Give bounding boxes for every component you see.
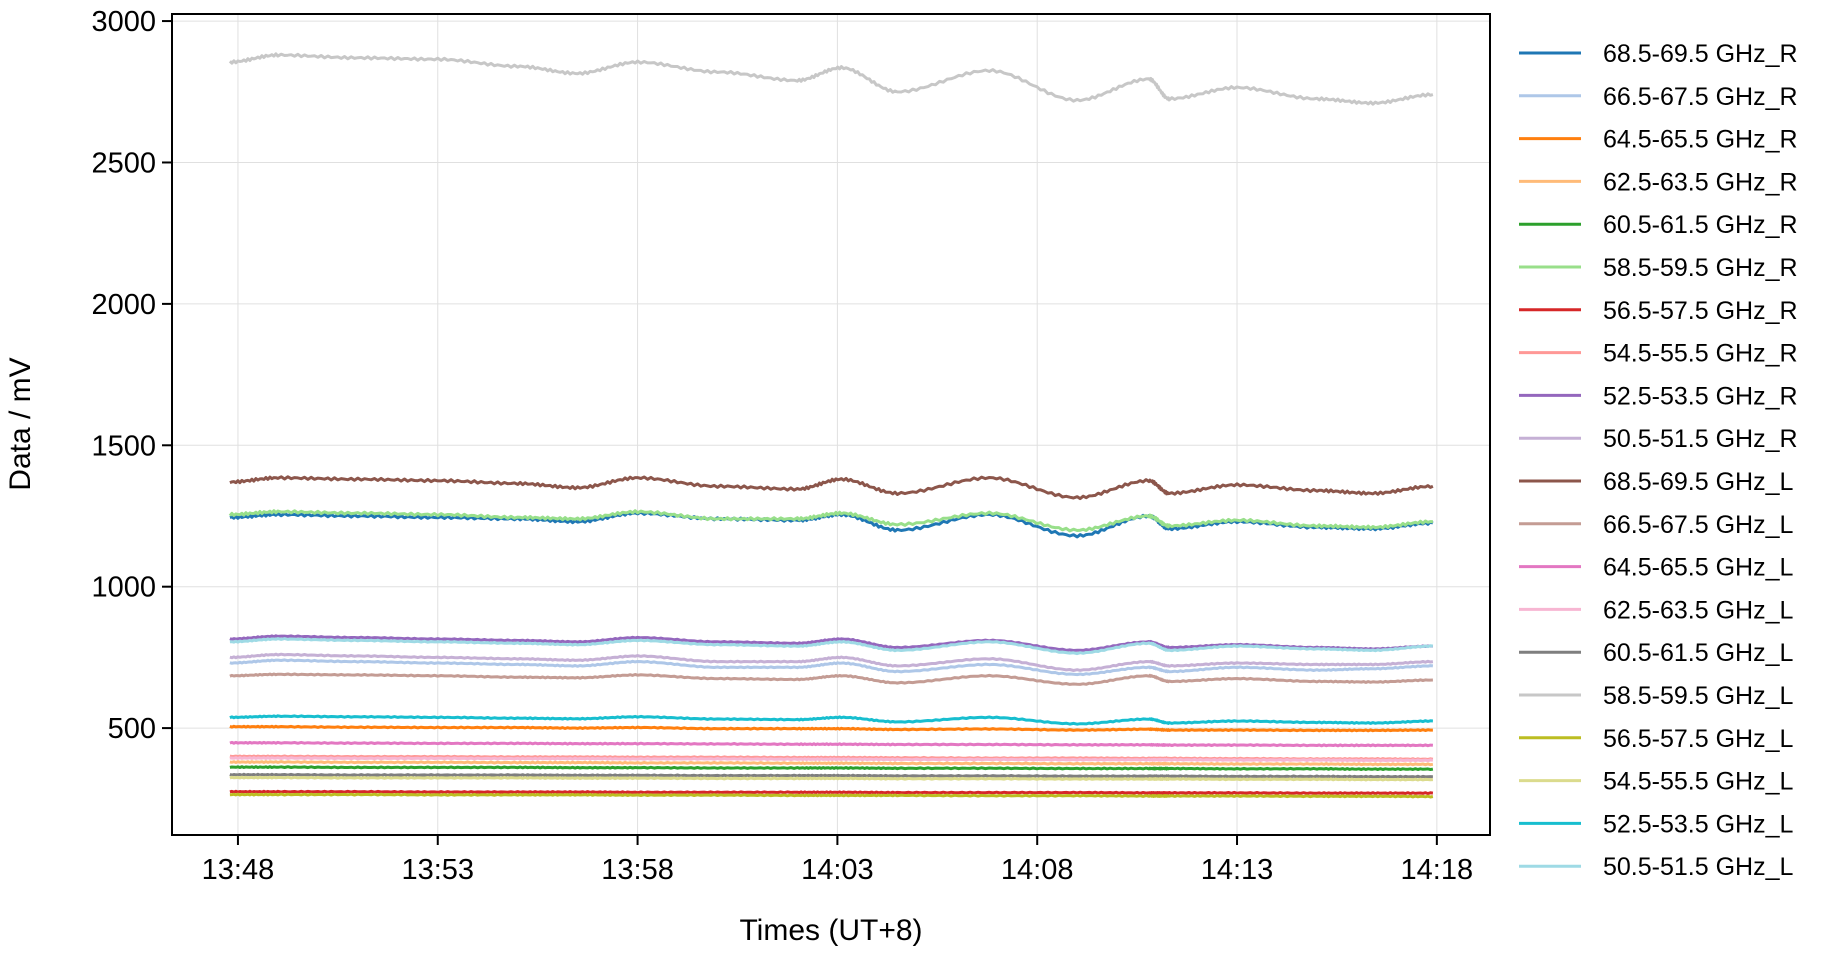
legend-item: 68.5-69.5 GHz_L: [1519, 468, 1793, 496]
legend-label: 64.5-65.5 GHz_R: [1603, 126, 1798, 154]
legend-label: 58.5-59.5 GHz_L: [1603, 682, 1793, 710]
legend-item: 56.5-57.5 GHz_L: [1519, 725, 1793, 753]
series-line: [229, 714, 1434, 726]
legend-item: 66.5-67.5 GHz_R: [1519, 83, 1798, 111]
legend-label: 58.5-59.5 GHz_R: [1603, 254, 1798, 282]
legend-item: 68.5-69.5 GHz_R: [1519, 40, 1798, 68]
plot-frame: [171, 13, 1491, 836]
x-tick-label: 14:13: [1201, 854, 1274, 886]
series-line: [229, 775, 1434, 782]
legend-item: 60.5-61.5 GHz_R: [1519, 211, 1798, 239]
legend-item: 62.5-63.5 GHz_L: [1519, 596, 1793, 624]
series-line: [229, 789, 1434, 796]
legend-label: 68.5-69.5 GHz_R: [1603, 40, 1798, 68]
legend-label: 52.5-53.5 GHz_R: [1603, 382, 1798, 410]
legend-label: 66.5-67.5 GHz_L: [1603, 511, 1793, 539]
legend-item: 60.5-61.5 GHz_L: [1519, 639, 1793, 667]
legend-item: 66.5-67.5 GHz_L: [1519, 511, 1793, 539]
legend-label: 60.5-61.5 GHz_L: [1603, 639, 1793, 667]
series-line: [229, 475, 1434, 501]
x-axis: 13:48 13:53 13:58 14:03 14:08 14:13 14:18: [202, 835, 1473, 886]
series-lines: [228, 52, 1434, 799]
legend-item: 56.5-57.5 GHz_R: [1519, 297, 1798, 325]
x-tick-label: 13:58: [601, 854, 674, 886]
legend-item: 62.5-63.5 GHz_R: [1519, 168, 1798, 196]
series-line: [229, 672, 1433, 686]
legend-label: 62.5-63.5 GHz_R: [1603, 168, 1798, 196]
legend-item: 52.5-53.5 GHz_R: [1519, 382, 1798, 410]
series-line: [228, 509, 1433, 533]
y-tick-label: 1000: [91, 572, 156, 604]
x-tick-label: 14:18: [1401, 854, 1474, 886]
legend-label: 56.5-57.5 GHz_R: [1603, 297, 1798, 325]
legend-item: 58.5-59.5 GHz_L: [1519, 682, 1793, 710]
x-tick-label: 14:08: [1001, 854, 1074, 886]
y-tick-label: 2000: [91, 289, 156, 321]
series-line: [229, 634, 1433, 652]
legend-label: 62.5-63.5 GHz_L: [1603, 596, 1793, 624]
series-line: [229, 510, 1434, 539]
series-line: [229, 765, 1434, 771]
x-axis-label: Times (UT+8): [739, 914, 922, 947]
legend: 68.5-69.5 GHz_R 66.5-67.5 GHz_R 64.5-65.5 …: [1519, 40, 1798, 881]
legend-item: 52.5-53.5 GHz_L: [1519, 810, 1793, 838]
series-line: [229, 760, 1434, 767]
series-line: [229, 792, 1434, 799]
legend-item: 50.5-51.5 GHz_L: [1519, 853, 1793, 881]
legend-label: 52.5-53.5 GHz_L: [1603, 810, 1793, 838]
legend-item: 64.5-65.5 GHz_R: [1519, 126, 1798, 154]
legend-label: 54.5-55.5 GHz_L: [1603, 768, 1793, 796]
legend-label: 68.5-69.5 GHz_L: [1603, 468, 1793, 496]
series-line: [229, 658, 1434, 677]
grid-lines: [172, 14, 1490, 835]
series-line: [229, 756, 1434, 763]
series-line: [229, 637, 1434, 656]
y-tick-label: 1500: [91, 430, 156, 462]
legend-label: 60.5-61.5 GHz_R: [1603, 211, 1798, 239]
y-tick-label: 500: [108, 713, 156, 745]
legend-item: 50.5-51.5 GHz_R: [1519, 425, 1798, 453]
legend-label: 56.5-57.5 GHz_L: [1603, 725, 1793, 753]
legend-item: 64.5-65.5 GHz_L: [1519, 554, 1793, 582]
legend-label: 50.5-51.5 GHz_R: [1603, 425, 1798, 453]
legend-item: 54.5-55.5 GHz_R: [1519, 340, 1798, 368]
y-tick-label: 3000: [91, 6, 156, 38]
legend-item: 54.5-55.5 GHz_L: [1519, 768, 1793, 796]
legend-label: 66.5-67.5 GHz_R: [1603, 83, 1798, 111]
legend-label: 54.5-55.5 GHz_R: [1603, 340, 1798, 368]
x-tick-label: 13:48: [202, 854, 275, 886]
series-line: [229, 652, 1434, 672]
y-axis-label: Data / mV: [4, 357, 37, 490]
y-tick-label: 2500: [91, 147, 156, 179]
series-line: [229, 724, 1433, 733]
legend-label: 64.5-65.5 GHz_L: [1603, 554, 1793, 582]
legend-item: 58.5-59.5 GHz_R: [1519, 254, 1798, 282]
x-tick-label: 13:53: [401, 854, 474, 886]
x-tick-label: 14:03: [801, 854, 874, 886]
series-line: [228, 52, 1434, 106]
series-line: [229, 772, 1433, 779]
y-axis: 500 1000 1500 2000 2500 3000: [91, 6, 172, 745]
legend-label: 50.5-51.5 GHz_L: [1603, 853, 1793, 881]
series-line: [229, 740, 1434, 748]
